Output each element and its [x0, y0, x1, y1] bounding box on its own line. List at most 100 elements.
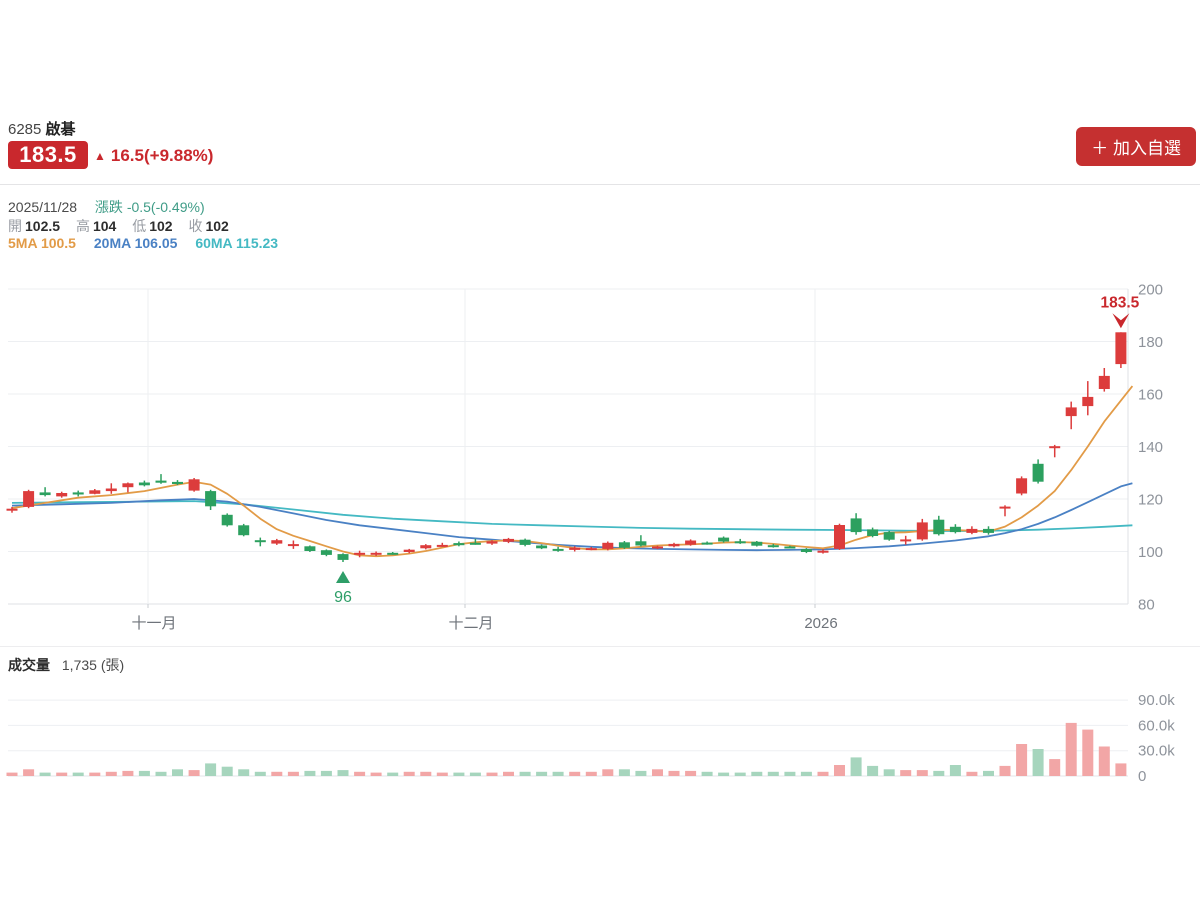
candle-body — [155, 480, 167, 483]
stock-title: 6285 啟碁 — [8, 118, 76, 139]
price-gridlines — [8, 288, 1129, 608]
candle-body — [585, 548, 597, 551]
volume-axis-label: 90.0k — [1138, 692, 1175, 709]
candle-body — [6, 508, 18, 511]
candle-body — [751, 541, 763, 546]
volume-bar — [304, 770, 316, 776]
candle-body — [436, 544, 448, 547]
volume-bar — [122, 770, 134, 776]
volume-bar — [867, 765, 879, 776]
last-price: 183.5 — [19, 142, 77, 167]
ma5-value: 5MA 100.5 — [8, 235, 76, 251]
low-value: 102 — [149, 218, 173, 234]
volume-bar — [221, 766, 233, 776]
candle-body — [72, 492, 84, 495]
volume-bar — [883, 769, 895, 776]
open-value: 102.5 — [25, 218, 61, 234]
price-axis-label: 160 — [1138, 387, 1163, 404]
volume-bar — [718, 772, 730, 776]
volume-bar — [569, 771, 581, 776]
candle-body — [354, 552, 366, 555]
volume-bar — [1082, 729, 1094, 776]
candle-body — [337, 554, 349, 560]
quote-date: 2025/11/28 — [8, 199, 78, 215]
candle-body — [1115, 332, 1127, 365]
volume-bar — [983, 770, 994, 776]
high-annotation: 183.5 — [1101, 294, 1140, 311]
daily-change: 漲跌 -0.5(-0.49%) — [94, 199, 205, 215]
volume-bar — [668, 770, 680, 776]
volume-bar — [503, 771, 514, 776]
add-watchlist-button[interactable]: ＋ 加入自選 — [1076, 127, 1196, 166]
volume-axis-label: 30.0k — [1138, 743, 1175, 760]
volume-bar — [701, 771, 713, 776]
volume-bar — [916, 770, 928, 776]
volume-bar — [287, 771, 299, 776]
change-text: 16.5(+9.88%) — [110, 146, 214, 165]
volume-bars — [6, 722, 1127, 776]
candle-body — [685, 540, 697, 545]
volume-label: 成交量 — [8, 657, 50, 673]
high-value: 104 — [92, 218, 117, 234]
candle-body — [933, 519, 945, 535]
volume-bar — [23, 769, 35, 776]
candle-body — [519, 539, 531, 545]
volume-bar — [39, 772, 51, 776]
high-marker-icon — [1112, 313, 1130, 329]
candle-body — [1082, 396, 1094, 407]
price-axis-label: 140 — [1138, 439, 1163, 456]
price-chart[interactable]: 200 180 160 140 120 100 80 十一月 十二月 2026 96 183.5 — [0, 280, 1200, 645]
close-label: 收 — [188, 218, 203, 234]
candle-body — [205, 491, 217, 507]
volume-bar — [469, 772, 481, 776]
candle-body — [983, 528, 994, 533]
low-label: 低 — [132, 218, 147, 234]
volume-bar — [205, 763, 217, 776]
volume-axis-label: 60.0k — [1138, 717, 1175, 734]
candle-body — [89, 490, 101, 494]
candle-body — [536, 545, 548, 549]
volume-bar — [784, 771, 796, 776]
volume-bar — [817, 771, 829, 776]
volume-bar — [420, 771, 432, 776]
ma-lines — [11, 385, 1134, 558]
ma5-line — [11, 385, 1134, 558]
volume-bar — [370, 772, 382, 776]
volume-bar — [751, 771, 763, 776]
header-divider — [0, 184, 1200, 185]
price-axis-label: 120 — [1138, 492, 1163, 509]
candle-body — [900, 539, 912, 542]
volume-bar — [1098, 746, 1110, 776]
section-divider — [0, 646, 1200, 647]
candle-body — [486, 541, 498, 544]
volume-bar — [519, 771, 531, 776]
volume-bar — [767, 771, 779, 776]
volume-bar — [800, 771, 812, 776]
candle-body — [652, 546, 663, 549]
candle-body — [999, 506, 1011, 509]
candle-body — [1016, 478, 1028, 494]
candle-body — [668, 543, 680, 547]
volume-bar — [949, 765, 961, 776]
price-axis-label: 180 — [1138, 334, 1163, 351]
volume-bar — [1016, 744, 1028, 776]
volume-bar — [89, 772, 101, 776]
candle-body — [238, 525, 250, 536]
candle-body — [453, 543, 465, 546]
candle-body — [1098, 375, 1110, 389]
volume-bar — [1049, 759, 1061, 776]
month-label: 2026 — [804, 615, 837, 632]
volume-bar — [618, 769, 630, 776]
candle-body — [287, 544, 299, 547]
volume-bar — [933, 770, 945, 776]
volume-chart[interactable]: 90.0k 60.0k 30.0k 0 — [0, 688, 1200, 800]
candle-body — [635, 541, 647, 546]
ma60-line — [11, 500, 1133, 532]
volume-bar — [850, 757, 862, 776]
volume-bar — [999, 765, 1011, 776]
price-axis-label: 100 — [1138, 544, 1163, 561]
volume-bar — [585, 771, 597, 776]
candle-body — [420, 545, 432, 549]
candle-body — [784, 546, 796, 549]
